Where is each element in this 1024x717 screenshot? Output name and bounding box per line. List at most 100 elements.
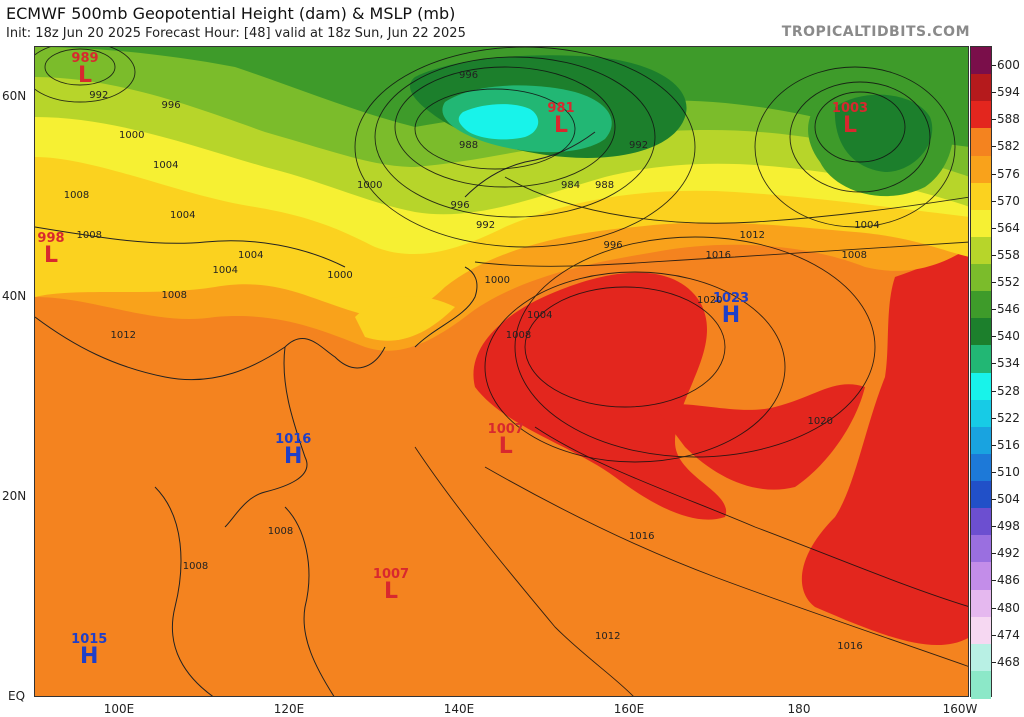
colorbar-segment (971, 209, 991, 238)
colorbar-label: 522 (992, 410, 1020, 425)
colorbar-segment (971, 399, 991, 428)
isobar-label: 1004 (527, 310, 553, 322)
isobar-label: 1008 (63, 190, 90, 202)
height-field (35, 47, 968, 696)
colorbar-label: 594 (992, 85, 1020, 100)
lon-label-100e: 100E (103, 702, 135, 716)
isobar-label: 1004 (238, 250, 264, 262)
colorbar-segment (971, 291, 991, 319)
pressure-center-value: 998 (37, 231, 65, 247)
colorbar-segment (971, 426, 991, 455)
lat-label-eq: EQ (8, 689, 26, 703)
isobar-label: 1008 (182, 560, 209, 572)
colorbar-label: 468 (992, 654, 1020, 669)
isobar-label: 984 (561, 180, 581, 192)
colorbar-label: 534 (992, 356, 1020, 371)
colorbar-label: 576 (992, 166, 1020, 181)
colorbar-label: 546 (992, 302, 1020, 317)
colorbar-segment (971, 453, 991, 482)
colorbar-label: 498 (992, 519, 1020, 534)
map-panel (34, 46, 969, 697)
colorbar-segment (971, 616, 991, 645)
pressure-center-symbol: L (383, 578, 399, 604)
isobar-label: 1016 (629, 530, 655, 542)
isobar-label: 1008 (76, 230, 102, 242)
lat-label-60n: 60N (2, 89, 27, 103)
colorbar-label: 552 (992, 275, 1020, 289)
colorbar-label: 600 (992, 58, 1020, 72)
isobar-label: 1000 (484, 275, 510, 287)
chart-title: ECMWF 500mb Geopotential Height (dam) & … (6, 4, 456, 23)
isobar-label: 1000 (357, 180, 383, 192)
low-pressure-center-3: 998 L (31, 232, 71, 267)
isobar-label: 1000 (119, 130, 145, 142)
isobar-label: 992 (476, 220, 496, 232)
colorbar-segment (971, 670, 991, 699)
pressure-center-value: 1007 (372, 566, 410, 582)
colorbar-segment (971, 535, 991, 563)
lon-label-160e: 160E (613, 702, 645, 716)
colorbar-segment (971, 264, 991, 292)
brand-watermark: TROPICALTIDBITS.COM (781, 24, 970, 40)
colorbar-segment (971, 562, 991, 590)
pressure-center-symbol: L (43, 243, 59, 269)
colorbar-segment (971, 589, 991, 618)
colorbar-segment (971, 182, 991, 211)
pressure-center-value: 1016 (275, 431, 312, 447)
pressure-center-symbol: H (284, 443, 303, 469)
colorbar-segment (971, 47, 991, 75)
lat-label-20n: 20N (2, 489, 27, 503)
colorbar-label: 504 (992, 492, 1020, 506)
pressure-center-value: 1015 (71, 631, 108, 647)
pressure-center-value: 981 (547, 101, 575, 117)
isobar-label: 996 (450, 200, 470, 212)
isobar-label: 1008 (841, 250, 867, 262)
lon-label-180: 180 (787, 702, 811, 716)
colorbar-segment (971, 508, 991, 536)
colorbar-label: 516 (992, 437, 1020, 452)
colorbar-label: 582 (992, 139, 1020, 154)
colorbar-label: 564 (992, 220, 1020, 235)
isobar-label: 1020 (697, 295, 723, 307)
pressure-center-symbol: L (498, 433, 513, 459)
isobar-label: 1016 (837, 640, 863, 652)
colorbar-label: 588 (992, 112, 1020, 127)
low-pressure-center-6: 1007 L (486, 423, 526, 458)
pressure-center-symbol: L (553, 113, 569, 139)
high-pressure-center-4: 1023 H (711, 292, 751, 327)
pressure-center-value: 1003 (831, 101, 869, 117)
isobar-label: 996 (459, 70, 479, 82)
low-pressure-center-0: 989 L (65, 52, 105, 87)
isobar-label: 1020 (807, 415, 833, 427)
high-pressure-center-8: 1015 H (69, 633, 109, 668)
colorbar-label: 540 (992, 329, 1020, 344)
isobar-label: 1012 (595, 630, 621, 642)
isobar-label: 992 (89, 90, 109, 102)
lon-label-120e: 120E (273, 702, 305, 716)
colorbar-segment (971, 236, 991, 265)
isobar-label: 1004 (170, 210, 196, 222)
isobar-label: 1012 (110, 330, 136, 342)
colorbar-segment (971, 643, 991, 672)
isobar-label: 996 (603, 240, 623, 252)
lat-label-40n: 40N (2, 289, 27, 303)
chart-subtitle: Init: 18z Jun 20 2025 Forecast Hour: [48… (6, 26, 466, 41)
colorbar-label: 528 (992, 383, 1020, 398)
high-pressure-center-5: 1016 H (273, 433, 313, 468)
colorbar-label: 570 (992, 193, 1020, 208)
low-pressure-center-1: 981 L (541, 102, 581, 137)
isobar-label: 1008 (267, 525, 294, 537)
colorbar-segment (971, 155, 991, 184)
isobar-label: 988 (459, 140, 479, 152)
isobar-label: 996 (161, 100, 181, 112)
isobar-label: 1008 (505, 330, 532, 342)
colorbar-label: 558 (992, 247, 1020, 262)
colorbar-segment (971, 481, 991, 509)
pressure-center-value: 1023 (712, 291, 750, 307)
colorbar-segment (971, 101, 991, 129)
pressure-center-symbol: L (77, 63, 93, 89)
isobar-label: 1004 (153, 160, 179, 172)
isobar-label: 1008 (161, 290, 187, 302)
colorbar-label: 510 (992, 464, 1020, 479)
colorbar-segment (971, 128, 991, 156)
